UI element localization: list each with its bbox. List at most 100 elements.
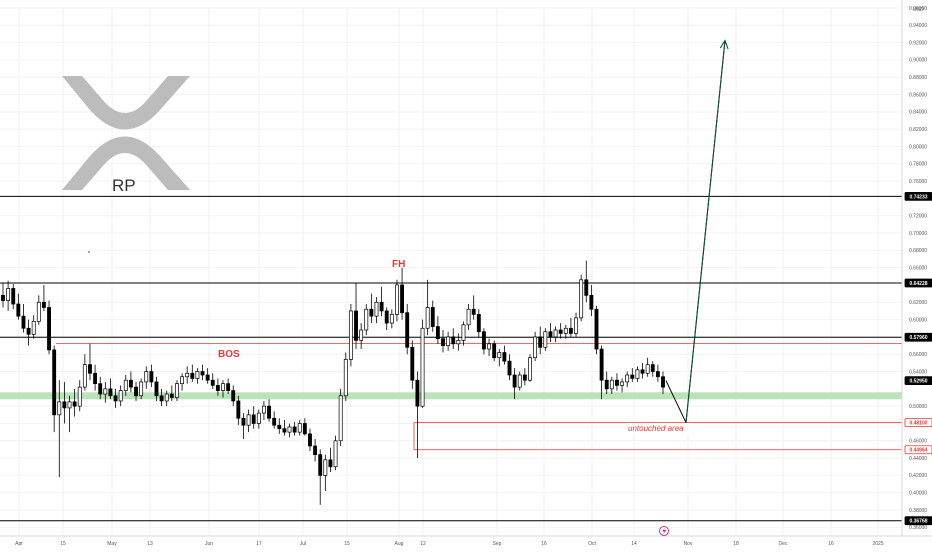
price-label[interactable]: 0.74233 <box>904 192 932 201</box>
candle <box>640 362 645 379</box>
candle-body <box>369 308 374 317</box>
candle <box>77 380 82 412</box>
candle-body <box>430 307 435 327</box>
candle-body <box>62 401 67 409</box>
candle <box>231 385 236 407</box>
candle-body <box>226 383 231 391</box>
candle <box>175 380 179 401</box>
candle-body <box>26 327 31 335</box>
candle-body <box>410 346 415 381</box>
price-label[interactable]: 0.64228 <box>904 278 932 288</box>
candle <box>308 428 312 452</box>
candle <box>384 307 389 330</box>
candle-body <box>318 454 323 476</box>
price-label[interactable]: 0.52950 <box>904 376 932 386</box>
price-axis[interactable]: 0.96000 0.94000 0.92000 0.90000 0.88000 0.860… <box>904 6 932 531</box>
candle-body <box>323 459 328 476</box>
candle <box>497 349 502 367</box>
candle <box>241 413 246 440</box>
candle <box>655 364 660 382</box>
candle-body <box>287 426 292 433</box>
time-axis[interactable]: Apr 15 May 13 Jun 17 Jul 15 Aug 12 Sep 16 Oct 14 Nov 18… <box>15 541 884 547</box>
candle-body <box>584 279 589 296</box>
price-tick-label: 0.60000 <box>909 317 927 323</box>
candle <box>62 381 67 424</box>
candle <box>558 323 563 339</box>
candle <box>517 371 522 391</box>
time-tick-label: 15 <box>344 541 350 547</box>
candle-body <box>481 331 486 350</box>
candle-body <box>328 459 333 468</box>
candle <box>374 297 379 324</box>
candle-body <box>128 379 133 388</box>
candle <box>277 418 282 434</box>
time-tick-label: 13 <box>147 541 153 547</box>
candle <box>292 421 297 436</box>
candle-body <box>333 440 338 468</box>
candle <box>272 411 277 429</box>
candle <box>215 378 220 396</box>
lightning-icon[interactable] <box>659 526 669 536</box>
candle <box>154 376 159 401</box>
candle-body <box>21 315 26 329</box>
candle <box>609 376 614 395</box>
price-label-text: 0.74233 <box>909 194 927 200</box>
candles-layer <box>1 260 665 505</box>
price-tick-label: 0.42000 <box>909 473 927 479</box>
candle <box>553 326 558 343</box>
candle-body <box>169 393 174 398</box>
price-tick-label: 0.86000 <box>909 92 927 98</box>
candle-body <box>655 371 660 378</box>
candle-body <box>272 417 277 426</box>
price-axis-background <box>902 0 932 550</box>
candle <box>359 323 364 350</box>
candle <box>144 366 149 389</box>
candle <box>210 373 215 389</box>
projection-layer <box>665 39 729 425</box>
support-zone[interactable] <box>0 392 902 400</box>
candle <box>149 364 154 388</box>
candle <box>538 326 543 355</box>
candle-body <box>36 301 41 322</box>
candle <box>456 333 461 351</box>
time-tick-label: Jun <box>205 541 213 547</box>
candle <box>246 409 251 433</box>
candle-body <box>251 414 256 424</box>
candle <box>502 345 507 365</box>
candle <box>323 454 328 491</box>
candle-body <box>1 295 5 301</box>
candle <box>476 309 481 337</box>
candle <box>512 368 517 400</box>
candle-body <box>615 379 619 386</box>
candle-body <box>200 371 205 376</box>
time-tick-label: Jul <box>300 541 306 547</box>
candle <box>251 406 256 429</box>
candle-body <box>149 371 154 383</box>
candle-body <box>548 331 553 338</box>
horizontal-lines-layer <box>0 195 902 522</box>
candle <box>430 300 435 332</box>
candle-body <box>11 288 16 305</box>
candle-body <box>313 445 318 455</box>
price-label[interactable]: 0.36768 <box>904 516 932 526</box>
price-label[interactable]: 0.57960 <box>904 332 932 342</box>
price-tick-label: 0.96000 <box>909 6 927 12</box>
candle <box>528 354 532 382</box>
candle <box>226 378 231 395</box>
price-tick-label: 0.44000 <box>909 456 927 462</box>
price-label-text: 0.36768 <box>909 519 927 525</box>
price-tick-label: 0.36000 <box>909 525 927 531</box>
projection-up-arrow <box>685 40 726 423</box>
price-label[interactable]: 0.44964 <box>904 445 932 455</box>
price-tick-label: 0.56000 <box>909 352 927 358</box>
candle-body <box>466 308 471 326</box>
price-tick-label: 0.84000 <box>909 110 927 116</box>
candle <box>82 354 87 391</box>
candle <box>650 361 655 377</box>
candle <box>180 373 185 391</box>
price-label[interactable]: 0.48100 <box>904 418 932 428</box>
candle <box>405 304 410 355</box>
candle <box>41 284 46 311</box>
